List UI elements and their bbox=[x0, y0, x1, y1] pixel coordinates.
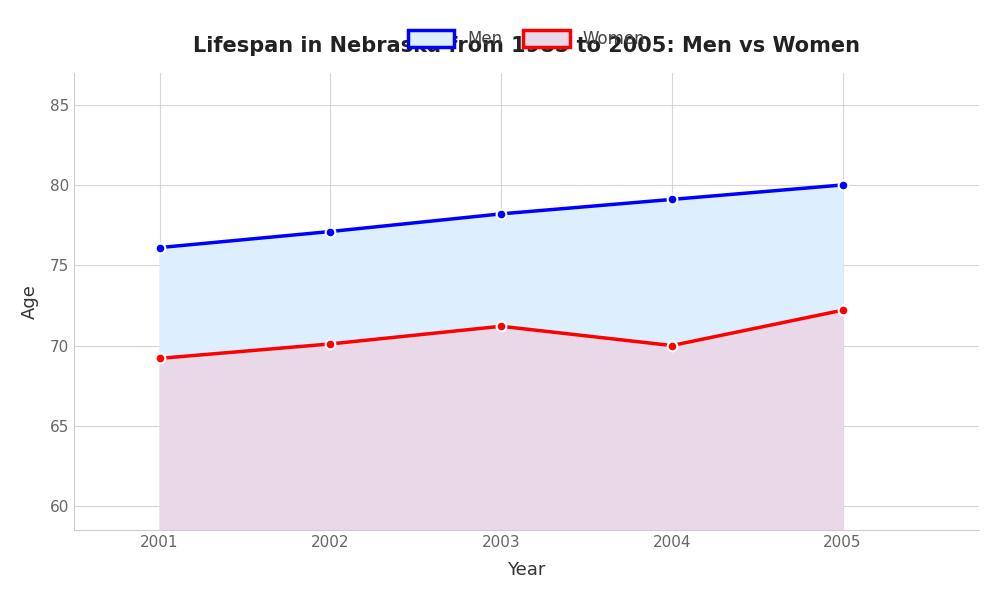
Legend: Men, Women: Men, Women bbox=[399, 22, 654, 56]
Title: Lifespan in Nebraska from 1985 to 2005: Men vs Women: Lifespan in Nebraska from 1985 to 2005: … bbox=[193, 36, 860, 56]
Y-axis label: Age: Age bbox=[21, 284, 39, 319]
X-axis label: Year: Year bbox=[507, 561, 546, 579]
